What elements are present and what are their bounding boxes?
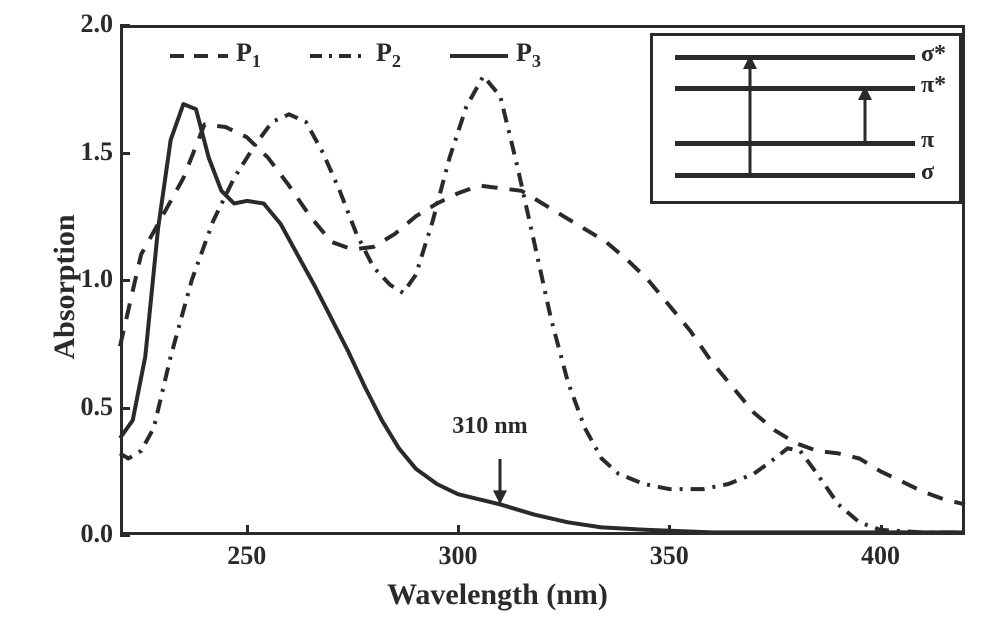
y-tick (120, 279, 130, 282)
annotation-arrow (485, 459, 515, 518)
x-axis-label: Wavelength (nm) (0, 578, 995, 612)
y-tick-label: 1.0 (65, 264, 113, 294)
y-tick-label: 0.0 (65, 519, 113, 549)
transition-arrow (853, 86, 877, 145)
transition-arrow (738, 55, 762, 177)
energy-label: π (921, 127, 934, 154)
y-tick-label: 1.5 (65, 137, 113, 167)
y-tick (120, 407, 130, 410)
x-tick-label: 300 (428, 541, 488, 571)
energy-label: σ (921, 159, 934, 186)
annotation-label: 310 nm (452, 413, 527, 440)
y-tick (120, 24, 130, 27)
energy-label: π* (921, 72, 946, 99)
x-tick (880, 525, 883, 535)
energy-level-σ (675, 173, 915, 178)
legend-sample-2 (310, 46, 368, 66)
x-tick-label: 350 (639, 541, 699, 571)
x-tick-label: 250 (217, 541, 277, 571)
y-tick-label: 2.0 (65, 9, 113, 39)
energy-level-π* (675, 86, 915, 91)
y-tick (120, 534, 130, 537)
x-tick (668, 525, 671, 535)
legend-label: P3 (516, 38, 541, 72)
y-tick-label: 0.5 (65, 392, 113, 422)
energy-level-π (675, 141, 915, 146)
x-tick-label: 400 (851, 541, 911, 571)
legend-sample-3 (450, 46, 508, 66)
energy-label: σ* (921, 41, 946, 68)
legend-label: P1 (236, 38, 261, 72)
legend-sample-1 (170, 46, 228, 66)
energy-level-σ* (675, 55, 915, 60)
y-tick (120, 152, 130, 155)
absorption-spectrum-chart: Absorption Wavelength (nm) 2503003504000… (0, 0, 995, 626)
x-tick (246, 525, 249, 535)
legend-label: P2 (376, 38, 401, 72)
x-tick (457, 525, 460, 535)
